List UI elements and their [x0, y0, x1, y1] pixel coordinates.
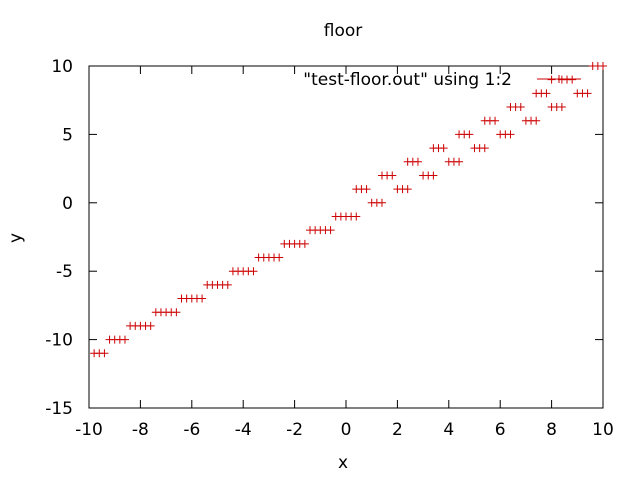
- data-point: [599, 62, 607, 70]
- data-point: [388, 171, 397, 180]
- data-point: [352, 212, 361, 221]
- data-point: [439, 144, 448, 153]
- data-point: [491, 116, 500, 125]
- chart-title: floor: [324, 21, 363, 41]
- data-point: [120, 335, 129, 344]
- y-axis: -15 -10 -5 0 5 10: [45, 57, 603, 419]
- data-point: [223, 280, 232, 289]
- x-axis-label: x: [338, 453, 348, 473]
- data-point: [326, 226, 335, 235]
- x-tick-label: -2: [286, 420, 303, 440]
- data-point: [249, 267, 258, 276]
- data-point: [146, 321, 155, 330]
- data-point: [480, 144, 489, 153]
- data-point: [300, 239, 309, 248]
- data-point: [172, 308, 181, 317]
- data-point: [198, 294, 207, 303]
- y-tick-label: -5: [56, 262, 73, 282]
- data-point: [455, 157, 464, 166]
- data-point: [557, 103, 566, 112]
- y-tick-label: -10: [45, 331, 73, 351]
- x-tick-label: 2: [392, 420, 403, 440]
- x-tick-label: 8: [546, 420, 557, 440]
- x-axis: -10 -8 -6 -4 -2 0 2 4 6 8 10: [75, 66, 614, 440]
- y-tick-label: -15: [45, 399, 73, 419]
- x-tick-label: -6: [183, 420, 200, 440]
- data-point: [413, 157, 422, 166]
- data-point: [506, 130, 515, 139]
- y-tick-label: 10: [51, 57, 73, 77]
- data-point: [429, 171, 438, 180]
- x-tick-label: 4: [443, 420, 454, 440]
- y-axis-label: y: [6, 233, 26, 243]
- data-point: [377, 198, 386, 207]
- x-tick-label: 10: [592, 420, 614, 440]
- legend: "test-floor.out" using 1:2: [303, 70, 581, 90]
- data-point: [362, 185, 371, 194]
- data-point: [568, 75, 577, 84]
- y-tick-label: 5: [62, 125, 73, 145]
- x-tick-label: -8: [132, 420, 149, 440]
- data-point: [465, 130, 474, 139]
- y-tick-label: 0: [62, 194, 73, 214]
- data-point: [403, 185, 412, 194]
- x-tick-label: 6: [495, 420, 506, 440]
- data-point: [516, 103, 525, 112]
- data-point: [532, 116, 541, 125]
- data-point: [583, 89, 592, 98]
- data-point: [542, 89, 551, 98]
- data-point: [547, 75, 556, 84]
- data-point: [275, 253, 284, 262]
- data-points: [90, 62, 607, 358]
- x-tick-label: 0: [341, 420, 352, 440]
- x-tick-label: -4: [235, 420, 252, 440]
- data-point: [100, 349, 109, 358]
- x-tick-label: -10: [75, 420, 103, 440]
- legend-label: "test-floor.out" using 1:2: [303, 70, 512, 90]
